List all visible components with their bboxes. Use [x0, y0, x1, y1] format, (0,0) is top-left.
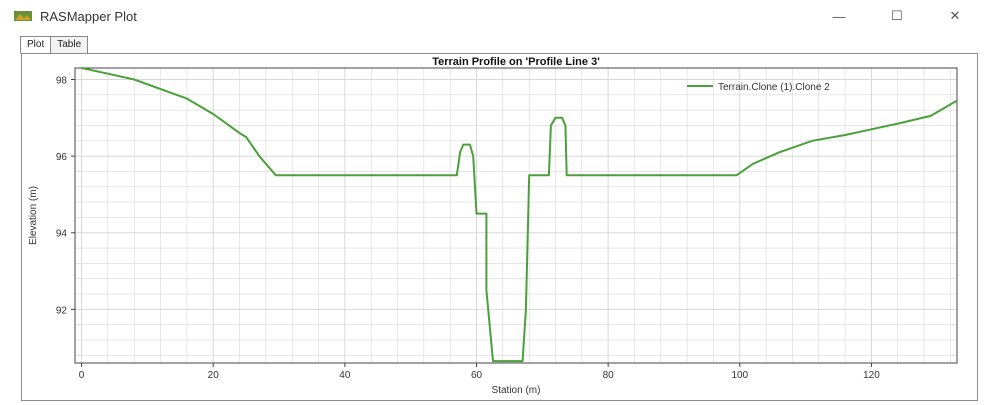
terrain-profile-chart: Terrain Profile on 'Profile Line 3' 0 20 4…	[28, 56, 958, 396]
tab-table[interactable]: Table	[50, 36, 89, 54]
close-icon: ✕	[949, 8, 961, 23]
window-title: RASMapper Plot	[40, 8, 137, 24]
x-tick-label: 100	[731, 370, 748, 381]
plot-area-border	[74, 67, 958, 364]
close-button[interactable]: ✕	[926, 0, 984, 32]
plot-panel: Terrain Profile on 'Profile Line 3' 0 20 4…	[21, 53, 978, 401]
maximize-icon: ☐	[891, 8, 903, 23]
grid-layer	[75, 68, 957, 363]
x-tick-label: 0	[79, 370, 85, 381]
x-tick-label: 20	[208, 370, 220, 381]
rasmapper-app-icon	[14, 11, 32, 21]
axis-layer: 0 20 40 60 80 100 120 92 94 96 98	[56, 67, 958, 381]
x-axis-label: Station (m)	[492, 385, 541, 396]
maximize-button[interactable]: ☐	[868, 0, 926, 32]
series-line-1	[81, 67, 958, 363]
y-tick-label: 96	[56, 152, 68, 163]
x-tick-label: 40	[339, 370, 351, 381]
x-tick-label: 120	[863, 370, 880, 381]
x-tick-label: 60	[471, 370, 483, 381]
title-bar: RASMapper Plot — ☐ ✕	[0, 0, 984, 32]
minimize-button[interactable]: —	[810, 0, 868, 32]
chart-legend: Terrain.Clone (1).Clone 2	[687, 82, 830, 93]
y-tick-label: 98	[56, 75, 68, 86]
window-controls: — ☐ ✕	[810, 0, 984, 32]
chart-title: Terrain Profile on 'Profile Line 3'	[432, 56, 600, 68]
tab-plot[interactable]: Plot	[20, 36, 52, 54]
tab-strip: Plot Table	[20, 36, 89, 54]
y-axis-label: Elevation (m)	[28, 186, 39, 245]
y-tick-label: 94	[56, 229, 68, 240]
legend-series-label: Terrain.Clone (1).Clone 2	[718, 82, 830, 93]
y-tick-label: 92	[56, 305, 68, 316]
minimize-icon: —	[832, 8, 846, 24]
x-tick-label: 80	[603, 370, 615, 381]
series-layer	[81, 67, 958, 363]
